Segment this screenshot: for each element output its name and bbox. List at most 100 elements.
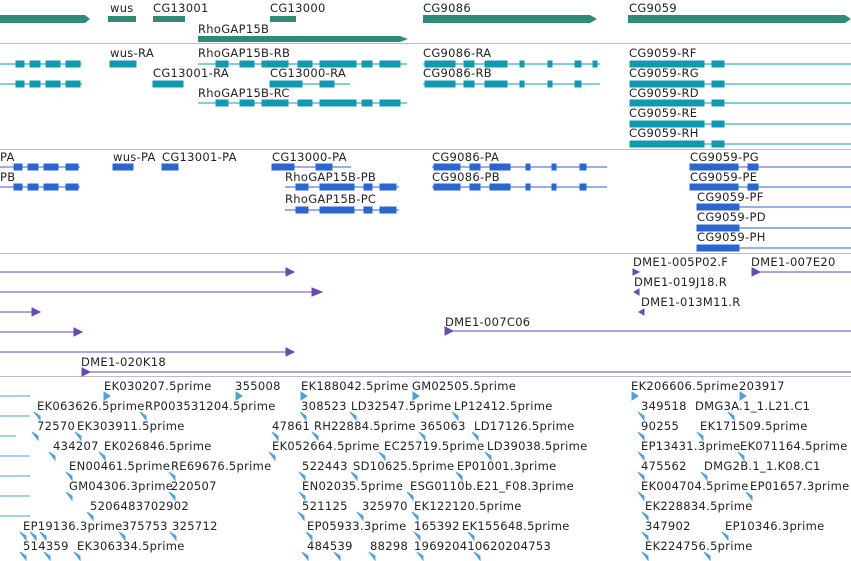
est-label[interactable]: EK063626.5prime — [37, 399, 145, 413]
transcript-label[interactable]: CG9059-RG — [629, 66, 699, 80]
est-label[interactable]: 522443 — [302, 459, 348, 473]
transcript-label[interactable]: CG9059-RF — [629, 46, 697, 60]
est-label[interactable]: GM02505.5prime — [412, 379, 517, 393]
est-label[interactable]: 521125 — [302, 499, 348, 513]
transcript-track[interactable] — [0, 60, 851, 148]
protein-label[interactable]: CG9059-PG — [690, 150, 759, 164]
transcript-label[interactable]: CG13001-RA — [153, 66, 230, 80]
est-label[interactable]: EN02035.5prime — [302, 479, 404, 493]
est-label[interactable]: 514359 — [23, 539, 69, 553]
est-label[interactable]: RE69676.5prime — [171, 459, 272, 473]
gene-label-cg13001[interactable]: CG13001 — [153, 1, 209, 15]
clone-label[interactable]: DME1-019J18.R — [634, 275, 728, 289]
est-label[interactable]: EP05933.3prime — [307, 519, 407, 533]
gene-label-rhogap15b[interactable]: RhoGAP15B — [198, 22, 270, 36]
est-label[interactable]: DMG2B.1_1.K08.C1 — [704, 459, 821, 473]
clone-label[interactable]: DME1-007C06 — [445, 315, 531, 329]
est-label[interactable]: EK171509.5prime — [700, 419, 808, 433]
est-label[interactable]: DMG3A.1_1.L21.C1 — [695, 399, 811, 413]
protein-label[interactable]: CG9059-PF — [697, 190, 764, 204]
protein-label[interactable]: CG9059-PD — [697, 210, 766, 224]
est-label[interactable]: EK122120.5prime — [414, 499, 522, 513]
gene-label-wus[interactable]: wus — [110, 1, 134, 15]
est-label[interactable]: 308523 — [301, 399, 347, 413]
gene-label-cg9059[interactable]: CG9059 — [629, 1, 678, 15]
est-label[interactable]: 475562 — [641, 459, 687, 473]
protein-label[interactable]: RhoGAP15B-PB — [285, 170, 377, 184]
est-label[interactable]: EK188042.5prime — [301, 379, 409, 393]
est-label[interactable]: 72570 — [37, 419, 76, 433]
transcript-label[interactable]: RhoGAP15B-RC — [198, 86, 290, 100]
protein-label[interactable]: CG9059-PE — [690, 170, 758, 184]
transcript-label[interactable]: wus-RA — [110, 46, 155, 60]
est-label[interactable]: LD39038.5prime — [487, 439, 588, 453]
est-label[interactable]: EK052664.5prime — [272, 439, 380, 453]
clone-label[interactable]: DME1-007E20 — [751, 255, 836, 269]
est-label[interactable]: ESG0110b.E21_F08.3prime — [410, 479, 574, 493]
transcript-label[interactable]: CG9059-RH — [629, 126, 699, 140]
est-label[interactable]: 5206483702902 — [90, 499, 190, 513]
protein-label[interactable]: CG13000-PA — [272, 150, 347, 164]
gene-label-cg13000[interactable]: CG13000 — [270, 1, 326, 15]
est-label[interactable]: 375753 — [122, 519, 168, 533]
protein-label[interactable]: PA — [0, 150, 15, 164]
protein-track[interactable] — [0, 163, 851, 252]
transcript-label[interactable]: CG13000-RA — [270, 66, 347, 80]
clone-track[interactable] — [0, 267, 851, 377]
est-track[interactable] — [0, 391, 753, 561]
est-label[interactable]: 203917 — [739, 379, 785, 393]
est-label[interactable]: EK071164.5prime — [740, 439, 848, 453]
transcript-label[interactable]: CG9059-RE — [629, 106, 698, 120]
protein-label[interactable]: RhoGAP15B-PC — [285, 192, 377, 206]
est-label[interactable]: EK030207.5prime — [104, 379, 212, 393]
est-label[interactable]: EK206606.5prime — [631, 379, 739, 393]
est-label[interactable]: 220507 — [171, 479, 217, 493]
est-label[interactable]: LD17126.5prime — [474, 419, 575, 433]
protein-label[interactable]: wus-PA — [113, 150, 156, 164]
est-label[interactable]: EK306334.5prime — [77, 539, 185, 553]
protein-label[interactable]: CG9086-PB — [432, 170, 500, 184]
clone-label[interactable]: DME1-005P02.F — [633, 255, 729, 269]
est-label[interactable]: 365063 — [420, 419, 466, 433]
transcript-label[interactable]: CG9086-RB — [423, 66, 492, 80]
est-label[interactable]: LP12412.5prime — [454, 399, 553, 413]
est-label[interactable]: 347902 — [645, 519, 691, 533]
protein-label[interactable]: CG9059-PH — [697, 230, 766, 244]
est-label[interactable]: 434207 — [53, 439, 99, 453]
est-label[interactable]: RP003531204.5prime — [145, 399, 276, 413]
est-label[interactable]: RH22884.5prime — [314, 419, 416, 433]
est-label[interactable]: 165392 — [414, 519, 460, 533]
est-label[interactable]: EP01657.3prime — [750, 479, 850, 493]
est-label[interactable]: EK303911.5prime — [77, 419, 185, 433]
est-label[interactable]: GM04306.3prime — [69, 479, 174, 493]
est-label[interactable]: EP01001.3prime — [457, 459, 557, 473]
transcript-label[interactable]: CG9059-RD — [629, 86, 699, 100]
est-label[interactable]: EK155648.5prime — [462, 519, 570, 533]
est-label[interactable]: 349518 — [641, 399, 687, 413]
est-label[interactable]: EN00461.5prime — [69, 459, 171, 473]
transcript-label[interactable]: CG9086-RA — [423, 46, 492, 60]
gene-track[interactable] — [0, 15, 851, 42]
est-label[interactable]: EK224756.5prime — [645, 539, 753, 553]
protein-label[interactable]: PB — [0, 170, 16, 184]
protein-label[interactable]: CG13001-PA — [162, 150, 237, 164]
est-label[interactable]: 325712 — [172, 519, 218, 533]
est-label[interactable]: 88298 — [370, 539, 409, 553]
est-label[interactable]: 47861 — [272, 419, 311, 433]
transcript-label[interactable]: RhoGAP15B-RB — [198, 46, 291, 60]
est-label[interactable]: EP10346.3prime — [725, 519, 825, 533]
est-label[interactable]: EP19136.3prime — [23, 519, 123, 533]
clone-label[interactable]: DME1-020K18 — [81, 355, 166, 369]
est-label[interactable]: 325970 — [362, 499, 408, 513]
est-label[interactable]: 484539 — [307, 539, 353, 553]
clone-label[interactable]: DME1-013M11.R — [641, 295, 741, 309]
est-label[interactable]: EP13431.3prime — [641, 439, 741, 453]
est-label[interactable]: EK026846.5prime — [104, 439, 212, 453]
est-label[interactable]: EK004704.5prime — [641, 479, 749, 493]
est-label[interactable]: LD32547.5prime — [351, 399, 452, 413]
protein-label[interactable]: CG9086-PA — [432, 150, 500, 164]
est-label[interactable]: SD10625.5prime — [353, 459, 455, 473]
est-label[interactable]: 355008 — [235, 379, 281, 393]
est-label[interactable]: EK228834.5prime — [645, 499, 753, 513]
est-label[interactable]: EC25719.5prime — [384, 439, 485, 453]
